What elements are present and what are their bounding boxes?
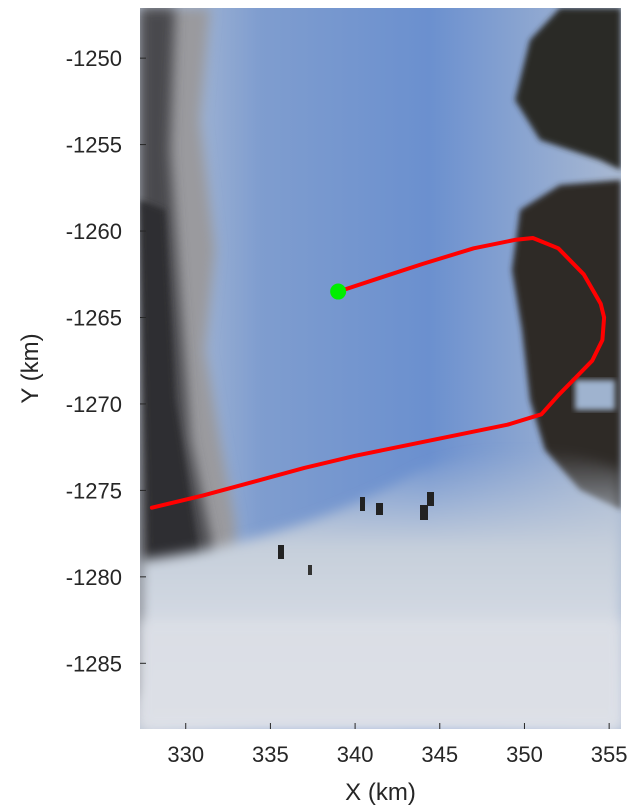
x-tick-label: 355 bbox=[591, 742, 628, 767]
y-tick-label: -1265 bbox=[66, 305, 122, 330]
y-tick-label: -1260 bbox=[66, 219, 122, 244]
y-tick-label: -1250 bbox=[66, 46, 122, 71]
y-tick-label: -1255 bbox=[66, 133, 122, 158]
y-axis-label: Y (km) bbox=[17, 333, 44, 403]
y-tick-label: -1280 bbox=[66, 565, 122, 590]
satellite-image-background bbox=[140, 8, 621, 729]
y-tick-label: -1275 bbox=[66, 478, 122, 503]
x-tick-label: 345 bbox=[421, 742, 458, 767]
x-tick-label: 330 bbox=[167, 742, 204, 767]
start-point-marker bbox=[330, 283, 347, 300]
x-axis-label: X (km) bbox=[345, 779, 416, 806]
x-tick-label: 350 bbox=[506, 742, 543, 767]
x-tick-label: 335 bbox=[252, 742, 289, 767]
y-tick-label: -1270 bbox=[66, 392, 122, 417]
y-tick-label: -1285 bbox=[66, 651, 122, 676]
x-tick-label: 340 bbox=[337, 742, 374, 767]
flight-track-line-0 bbox=[149, 236, 607, 510]
